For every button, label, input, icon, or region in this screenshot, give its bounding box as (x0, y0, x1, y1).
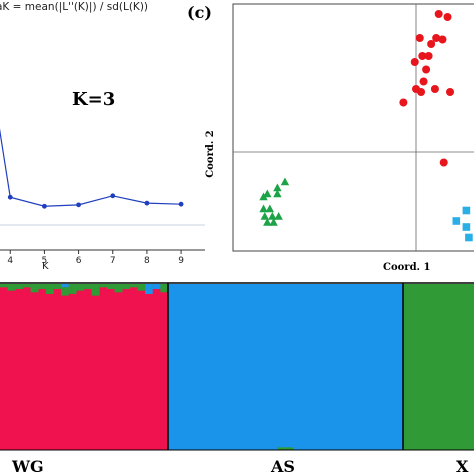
delta-k-point (7, 194, 13, 200)
pcoa-point-circle (432, 34, 441, 42)
pcoa-point-circle (415, 34, 424, 42)
pcoa-point-triangle (273, 183, 282, 192)
delta-k-point (42, 203, 47, 209)
structure-wg-admixture (45, 284, 54, 294)
delta-k-x-label: K (42, 261, 49, 272)
structure-wg-admixture (106, 284, 115, 289)
pcoa-point-triangle (260, 212, 269, 220)
pcoa-point-circle (427, 40, 436, 48)
delta-k-annotation: K=3 (72, 89, 115, 110)
pcoa-point-square (452, 217, 461, 225)
pcoa-point-circle (430, 85, 439, 93)
pcoa-point-circle (424, 52, 433, 60)
structure-wg-admixture (99, 284, 108, 288)
group-label-as: AS (270, 457, 295, 474)
delta-k-tick-label: 7 (110, 256, 116, 266)
pcoa-point-triangle (273, 189, 282, 198)
pcoa-point-circle (422, 65, 431, 74)
pcoa-point-circle (446, 88, 455, 96)
pcoa-point-square (462, 206, 471, 215)
pcoa-y-label: Coord. 2 (205, 130, 216, 178)
group-label-xt: X (456, 457, 469, 474)
structure-wg-admixture (0, 284, 8, 288)
pcoa-point-circle (399, 98, 408, 107)
delta-k-point (144, 200, 150, 206)
delta-k-point (110, 193, 116, 199)
delta-k-point (76, 202, 81, 208)
pcoa-point-circle (412, 85, 420, 93)
pcoa-point-square (462, 223, 471, 231)
pcoa-point-triangle (274, 212, 283, 220)
structure-wg-admixture (7, 284, 16, 291)
structure-wg-admixture (160, 284, 169, 293)
pcoa-point-triangle (269, 218, 278, 226)
pcoa-point-circle (419, 77, 428, 86)
delta-k-tick-label: 6 (76, 256, 82, 266)
pcoa-panel: (c) Coord. 1 Coord. 2 (187, 3, 474, 273)
pcoa-point-circle (434, 10, 443, 18)
pcoa-point-triangle (268, 212, 277, 220)
structure-block-as (168, 284, 403, 450)
structure-wg-admixture (30, 284, 39, 293)
pcoa-point-triangle (259, 204, 268, 213)
delta-k-tick-label: 4 (7, 256, 13, 266)
structure-panel: WG AS X (0, 282, 474, 474)
structure-wg-green (61, 287, 69, 296)
pcoa-point-square (465, 233, 473, 242)
structure-wg-admixture (22, 284, 31, 288)
structure-wg-blue (152, 284, 161, 289)
pcoa-point-triangle (263, 218, 272, 226)
structure-as-green (285, 447, 294, 450)
delta-k-tick-label: 8 (144, 256, 150, 266)
structure-wg-admixture (114, 284, 123, 293)
pcoa-point-triangle (280, 177, 290, 186)
structure-block-xt (403, 284, 474, 450)
structure-wg-green (68, 284, 77, 294)
pcoa-x-label: Coord. 1 (383, 262, 430, 273)
structure-wg-admixture (53, 284, 62, 289)
structure-wg-admixture (129, 284, 138, 288)
group-label-wg: WG (11, 457, 44, 474)
structure-wg-admixture (76, 284, 85, 291)
pcoa-point-circle (410, 58, 419, 66)
structure-block-wg (0, 284, 168, 450)
structure-wg-admixture (137, 284, 146, 291)
pcoa-frame (232, 3, 474, 252)
pcoa-point-circle (438, 35, 447, 44)
structure-wg-admixture (38, 284, 47, 289)
delta-k-panel: aK = mean(|L''(K)|) / sd(L(K)) K=3 4 5 6 7 8… (0, 1, 205, 272)
structure-wg-blue (61, 284, 69, 288)
pcoa-point-triangle (263, 189, 272, 198)
structure-wg-admixture (84, 284, 92, 289)
delta-k-point (178, 201, 184, 207)
structure-wg-admixture (15, 284, 24, 289)
delta-k-tick-label: 5 (42, 256, 48, 266)
structure-wg-blue (145, 284, 153, 294)
structure-wg-admixture (122, 284, 131, 289)
pcoa-point-circle (439, 158, 448, 167)
pcoa-point-triangle (265, 204, 275, 213)
pcoa-point-circle (418, 52, 427, 60)
delta-k-tick-label: 9 (178, 256, 184, 266)
panel-c-label: (c) (187, 3, 212, 22)
pcoa-point-circle (443, 13, 452, 21)
structure-wg-admixture (91, 284, 100, 296)
structure-as-green (277, 447, 286, 450)
delta-k-formula: aK = mean(|L''(K)|) / sd(L(K)) (0, 1, 148, 13)
pcoa-point-triangle (259, 192, 268, 201)
